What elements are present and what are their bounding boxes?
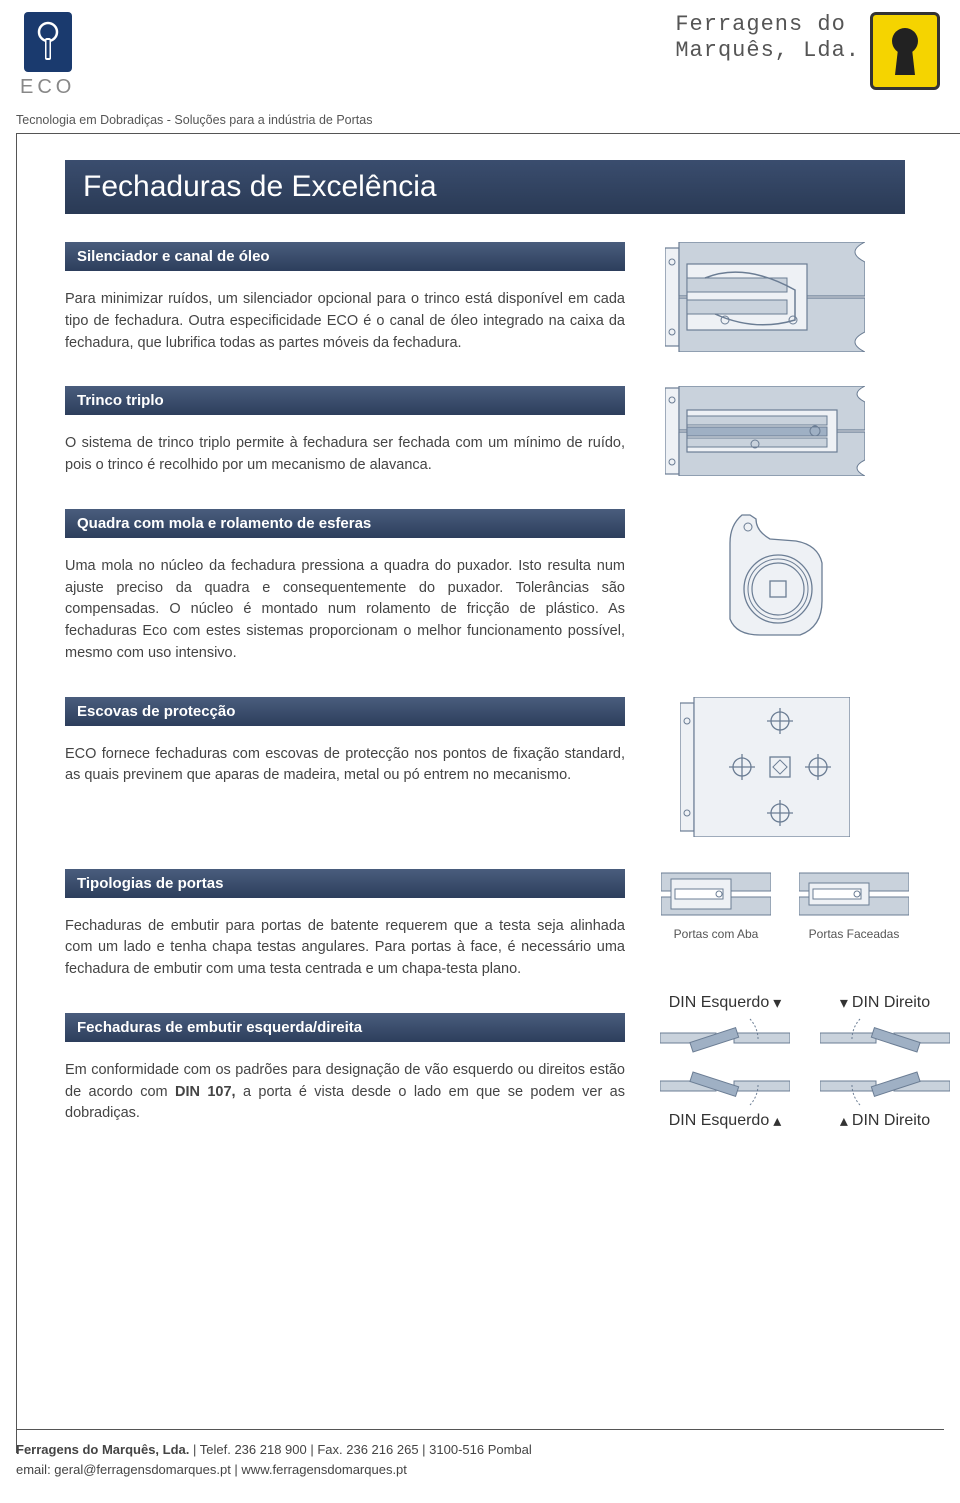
section-body: ECO fornece fechaduras com escovas de pr… <box>65 744 625 788</box>
company-block: Ferragens do Marquês, Lda. <box>675 12 940 90</box>
din-dir-top: ▾DIN Direito <box>815 993 955 1055</box>
escovas-diagram <box>680 697 850 837</box>
porta-aba: Portas com Aba <box>661 869 771 941</box>
porta-face-diagram <box>799 869 909 919</box>
din-esq-label: DIN Esquerdo▴ <box>669 1111 782 1131</box>
din-esq-bot: DIN Esquerdo▴ <box>655 1069 795 1131</box>
eco-logo-text: ECO <box>20 76 75 99</box>
din-esq-label: DIN Esquerdo▾ <box>669 993 782 1013</box>
din-row-bot: DIN Esquerdo▴ ▴DIN Direito <box>655 1069 955 1131</box>
arrow-down-icon: ▾ <box>773 993 781 1013</box>
main-title: Fechaduras de Excelência <box>65 160 905 214</box>
section-title: Quadra com mola e rolamento de esferas <box>65 509 625 538</box>
section-escovas: Escovas de protecção ECO fornece fechadu… <box>65 697 920 837</box>
footer-line1: Ferragens do Marquês, Lda. | Telef. 236 … <box>16 1440 944 1460</box>
section-title: Fechaduras de embutir esquerda/direita <box>65 1013 625 1042</box>
section-illus: DIN Esquerdo▾ ▾DIN Direito <box>655 993 955 1131</box>
content: Fechaduras de Excelência Silenciador e c… <box>17 134 960 1131</box>
din-dir-label: ▴DIN Direito <box>840 1111 930 1131</box>
footer-email: geral@ferragensdomarques.pt <box>54 1462 231 1477</box>
arrow-up-icon: ▴ <box>840 1111 848 1131</box>
section-body: O sistema de trinco triplo permite à fec… <box>65 433 625 477</box>
silenciador-diagram <box>665 242 865 352</box>
content-frame: Fechaduras de Excelência Silenciador e c… <box>16 133 960 1453</box>
company-name: Ferragens do Marquês, Lda. <box>675 12 860 65</box>
eco-logo-box <box>24 12 72 72</box>
section-text: Quadra com mola e rolamento de esferas U… <box>65 509 625 665</box>
page: ECO Ferragens do Marquês, Lda. Tecnologi… <box>0 0 960 1493</box>
section-text: Fechaduras de embutir esquerda/direita E… <box>65 1013 625 1125</box>
footer-fax: 236 216 265 <box>346 1442 418 1457</box>
din-dir-top-diagram <box>820 1015 950 1055</box>
section-title: Escovas de protecção <box>65 697 625 726</box>
header: ECO Ferragens do Marquês, Lda. <box>0 0 960 99</box>
porta-face: Portas Faceadas <box>799 869 909 941</box>
section-body: Para minimizar ruídos, um silenciador op… <box>65 289 625 354</box>
section-esq-dir: Fechaduras de embutir esquerda/direita E… <box>65 1013 920 1131</box>
footer-addr: 3100-516 Pombal <box>429 1442 532 1457</box>
din-esq-top: DIN Esquerdo▾ <box>655 993 795 1055</box>
section-title: Trinco triplo <box>65 386 625 415</box>
section-tipologias: Tipologias de portas Fechaduras de embut… <box>65 869 920 981</box>
footer-tel-label: Telef. <box>200 1442 235 1457</box>
din-dir-bot: ▴DIN Direito <box>815 1069 955 1131</box>
tagline: Tecnologia em Dobradiças - Soluções para… <box>0 99 960 133</box>
eco-keyhole-icon <box>36 20 60 64</box>
din-dir-bot-diagram <box>820 1069 950 1109</box>
section-text: Escovas de protecção ECO fornece fechadu… <box>65 697 625 788</box>
footer: Ferragens do Marquês, Lda. | Telef. 236 … <box>16 1429 944 1493</box>
arrow-up-icon: ▴ <box>773 1111 781 1131</box>
din-row-top: DIN Esquerdo▾ ▾DIN Direito <box>655 993 955 1055</box>
porta-aba-label: Portas com Aba <box>674 927 759 941</box>
section-title: Silenciador e canal de óleo <box>65 242 625 271</box>
section-body: Fechaduras de embutir para portas de bat… <box>65 916 625 981</box>
section-trinco: Trinco triplo O sistema de trinco triplo… <box>65 386 920 477</box>
keyhole-icon <box>885 23 925 79</box>
arrow-down-icon: ▾ <box>840 993 848 1013</box>
footer-company: Ferragens do Marquês, Lda. <box>16 1442 189 1457</box>
section-text: Tipologias de portas Fechaduras de embut… <box>65 869 625 981</box>
section-illus <box>655 386 875 476</box>
yellow-keyhole-logo <box>870 12 940 90</box>
section-body: Em conformidade com os padrões para desi… <box>65 1060 625 1125</box>
company-line1: Ferragens do <box>675 12 860 38</box>
din-esq-top-diagram <box>660 1015 790 1055</box>
section-illus <box>655 509 875 639</box>
quadra-diagram <box>700 509 830 639</box>
company-line2: Marquês, Lda. <box>675 38 860 64</box>
section-quadra: Quadra com mola e rolamento de esferas U… <box>65 509 920 665</box>
din-esq-bot-diagram <box>660 1069 790 1109</box>
section-body: Uma mola no núcleo da fechadura pression… <box>65 556 625 665</box>
footer-line2: email: geral@ferragensdomarques.pt | www… <box>16 1460 944 1480</box>
section-silenciador: Silenciador e canal de óleo Para minimiz… <box>65 242 920 354</box>
section-illus: Portas com Aba Portas Faceadas <box>655 869 915 941</box>
section-illus <box>655 697 875 837</box>
footer-email-label: email: <box>16 1462 54 1477</box>
trinco-diagram <box>665 386 865 476</box>
footer-fax-label: Fax. <box>317 1442 346 1457</box>
body-bold: DIN 107, <box>175 1084 236 1100</box>
porta-face-label: Portas Faceadas <box>809 927 900 941</box>
section-title: Tipologias de portas <box>65 869 625 898</box>
eco-logo: ECO <box>20 12 75 99</box>
footer-web: www.ferragensdomarques.pt <box>241 1462 406 1477</box>
section-text: Trinco triplo O sistema de trinco triplo… <box>65 386 625 477</box>
footer-tel: 236 218 900 <box>234 1442 306 1457</box>
section-illus <box>655 242 875 352</box>
porta-aba-diagram <box>661 869 771 919</box>
din-dir-label: ▾DIN Direito <box>840 993 930 1013</box>
section-text: Silenciador e canal de óleo Para minimiz… <box>65 242 625 354</box>
